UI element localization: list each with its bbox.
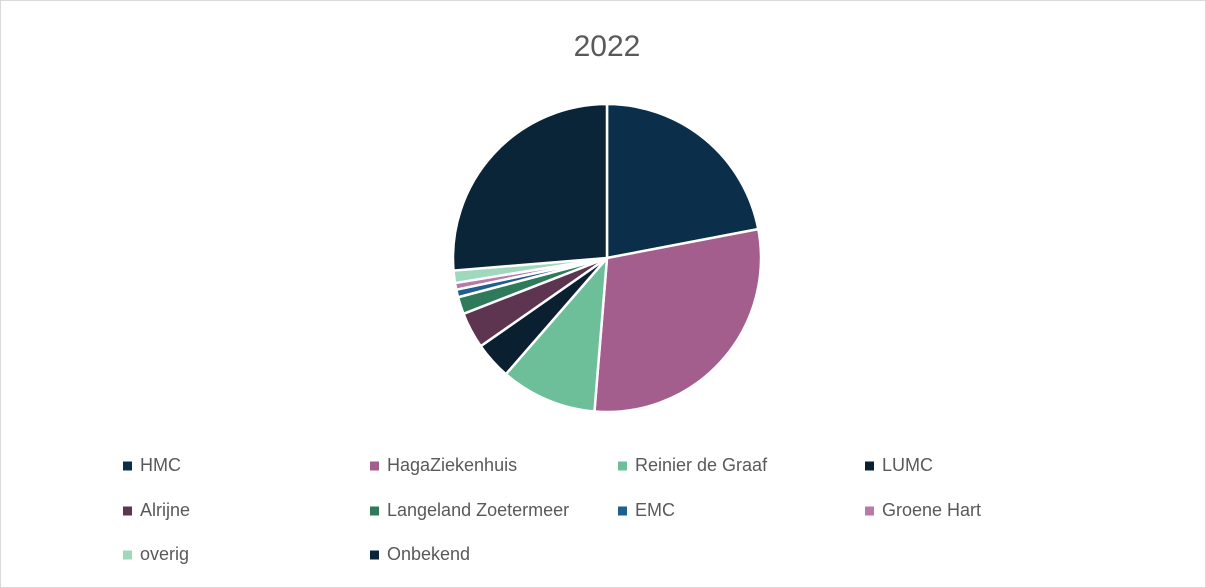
legend-label: Reinier de Graaf <box>635 455 768 475</box>
pie-slice <box>504 256 609 413</box>
legend-label: overig <box>140 544 189 564</box>
legend-swatch <box>370 461 379 471</box>
legend-swatch <box>865 461 874 471</box>
legend-label: EMC <box>635 500 675 520</box>
pie-slice <box>593 227 763 414</box>
legend-swatch <box>370 550 379 560</box>
pie-slice <box>605 102 760 260</box>
legend-label: HMC <box>140 455 181 475</box>
chart-title: 2022 <box>574 30 641 63</box>
legend-swatch <box>618 506 627 516</box>
legend-label: LUMC <box>882 455 933 475</box>
legend-swatch <box>123 550 132 560</box>
legend-swatch <box>123 461 132 471</box>
legend-label: Groene Hart <box>882 500 981 520</box>
legend-swatch <box>618 461 627 471</box>
legend-label: HagaZiekenhuis <box>387 455 517 475</box>
legend-swatch <box>123 506 132 516</box>
legend-swatch <box>865 506 874 516</box>
legend-label: Onbekend <box>387 544 470 564</box>
legend-label: Langeland Zoetermeer <box>387 500 569 520</box>
pie-slice <box>451 102 609 272</box>
legend-label: Alrijne <box>140 500 190 520</box>
legend-swatch <box>370 506 379 516</box>
